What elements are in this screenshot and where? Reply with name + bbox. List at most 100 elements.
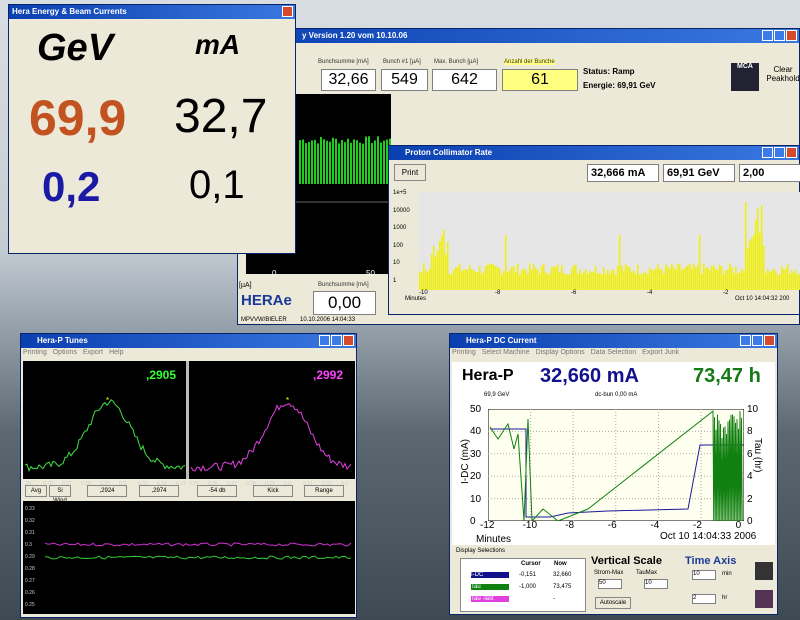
decoration: [491, 264, 493, 290]
control[interactable]: Avg: [25, 485, 47, 497]
decoration: [463, 270, 465, 290]
icon[interactable]: [755, 590, 773, 608]
decoration: [759, 233, 761, 290]
x-label: Minutes: [476, 534, 511, 545]
decoration: [717, 270, 719, 290]
current-value: 32,7: [174, 89, 267, 144]
decoration: [783, 270, 785, 290]
decoration: [735, 267, 737, 290]
decoration: [527, 274, 529, 290]
decoration: [683, 269, 685, 290]
unit-option[interactable]: hr: [722, 595, 727, 601]
decoration: [715, 269, 717, 290]
input[interactable]: 10: [692, 570, 716, 580]
decoration: [503, 271, 505, 290]
decoration: [517, 264, 519, 290]
decoration: [356, 140, 358, 184]
menu-item[interactable]: Export: [83, 349, 103, 356]
menu-item[interactable]: Export Junk: [642, 349, 679, 356]
control[interactable]: Si Wind: [49, 485, 71, 497]
autoscale-button[interactable]: Autoscale: [595, 597, 631, 609]
control[interactable]: ,2924: [87, 485, 127, 497]
field-label: Bunchsumme [mA]: [318, 59, 369, 65]
cell: -1,000: [519, 584, 536, 590]
group-title: Time Axis: [685, 555, 736, 567]
decoration: [709, 270, 711, 290]
row-label[interactable]: I-DC: [471, 572, 509, 578]
decoration: [707, 267, 709, 290]
unit-label: [µA]: [239, 282, 252, 289]
decoration: [681, 270, 683, 290]
decoration: [571, 269, 573, 290]
tick-label: 2: [747, 494, 753, 505]
input[interactable]: 10: [644, 579, 668, 589]
decoration: [689, 264, 691, 290]
decoration: [335, 139, 337, 184]
decoration: [793, 272, 795, 290]
decoration: [653, 270, 655, 290]
machine: HERAe: [241, 292, 292, 309]
control[interactable]: ,2974: [139, 485, 179, 497]
menu-item[interactable]: Select Machine: [482, 349, 530, 356]
field-value: 0,00: [313, 291, 376, 315]
decoration: [423, 263, 425, 290]
menu-item[interactable]: Help: [109, 349, 123, 356]
decoration: [627, 266, 629, 290]
decoration: [603, 268, 605, 290]
title-bar: Hera-P DC Current: [450, 334, 777, 348]
menu-item[interactable]: Display Options: [536, 349, 585, 356]
menu-item[interactable]: Printing: [23, 349, 47, 356]
input[interactable]: 2: [692, 594, 716, 604]
window-title: Hera-P Tunes: [37, 336, 88, 345]
decoration: [523, 268, 525, 290]
decoration: [435, 257, 437, 290]
icon[interactable]: [755, 562, 773, 580]
field-label: Max. Bunch [µA]: [434, 59, 478, 65]
menu-item[interactable]: Data Selection: [591, 349, 637, 356]
decoration: [587, 274, 589, 290]
control[interactable]: -54 db: [197, 485, 237, 497]
decoration: [697, 265, 699, 290]
decoration: [515, 272, 517, 290]
decoration: [431, 254, 433, 290]
tick-label: 1e+5: [393, 190, 407, 196]
decoration: [563, 273, 565, 290]
decoration: [711, 266, 713, 290]
energy-value: 69,9: [29, 89, 126, 147]
decoration: [489, 263, 491, 290]
decoration: [308, 142, 310, 184]
menu-bar: Printing Options Export Help: [23, 349, 130, 356]
header: mA: [195, 29, 240, 61]
control[interactable]: Kick: [253, 485, 293, 497]
decoration: [299, 140, 301, 184]
decoration: [380, 142, 382, 184]
menu-item[interactable]: Printing: [452, 349, 476, 356]
decoration: [779, 274, 781, 290]
decoration: [547, 275, 549, 290]
decoration: [671, 264, 673, 290]
decoration: [743, 271, 745, 290]
decoration: [326, 141, 328, 184]
cell: 32,660: [553, 572, 571, 578]
decoration: [639, 274, 641, 290]
decoration: [593, 271, 595, 290]
input-label: Strom-Max: [594, 570, 623, 576]
decoration: [471, 270, 473, 290]
input[interactable]: 50: [598, 579, 622, 589]
column-header: Cursor: [521, 561, 541, 567]
decoration: [661, 270, 663, 290]
row-label[interactable]: Tau: [471, 584, 509, 590]
row-label[interactable]: Tau -last: [471, 596, 509, 602]
decoration: [733, 273, 735, 290]
decoration: [427, 272, 429, 290]
tick-label: 20: [470, 471, 481, 482]
clear-button[interactable]: Clear Peakhold: [766, 65, 800, 83]
print-button[interactable]: Print: [394, 164, 426, 181]
y-label: I-DC (mA): [460, 439, 471, 484]
menu-item[interactable]: Options: [53, 349, 77, 356]
decoration: [477, 272, 479, 290]
decoration: [787, 264, 789, 290]
unit-option[interactable]: min: [722, 571, 732, 577]
decoration: [320, 137, 322, 184]
control[interactable]: Range: [304, 485, 344, 497]
